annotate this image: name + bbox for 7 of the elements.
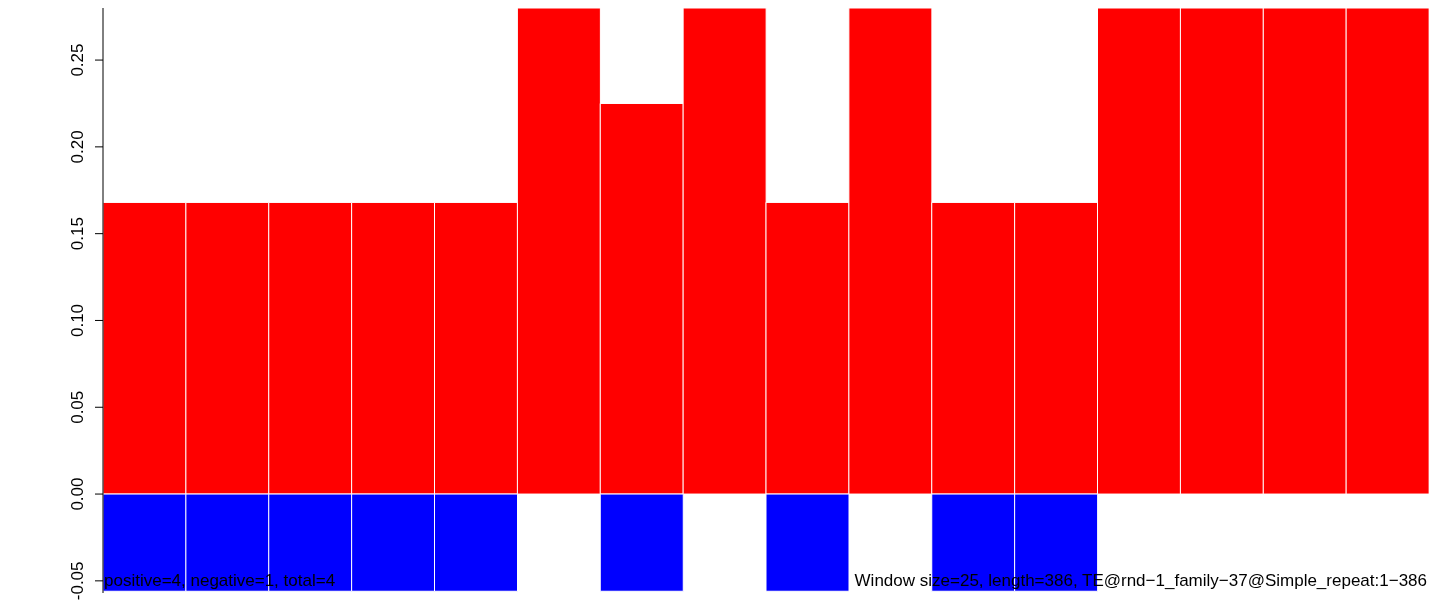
y-tick-label: 0.15 — [68, 217, 87, 251]
y-tick-label: 0.00 — [68, 477, 87, 511]
y-tick-label: 0.25 — [68, 43, 87, 77]
y-tick-label: 0.10 — [68, 303, 87, 338]
y-tick-label: 0.05 — [68, 390, 87, 424]
y-tick-label: 0.20 — [68, 130, 87, 164]
y-tick-label: -0.05 — [68, 561, 87, 601]
